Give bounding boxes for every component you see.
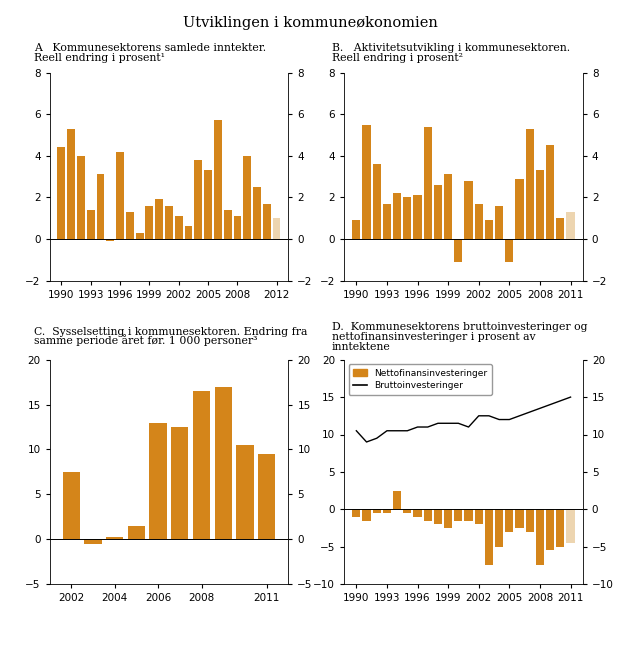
Bar bbox=[454, 239, 463, 262]
Bar bbox=[383, 203, 391, 239]
Bar bbox=[475, 510, 483, 524]
Bar bbox=[454, 510, 463, 521]
Bar bbox=[556, 510, 564, 546]
Bar bbox=[403, 510, 412, 513]
Bar bbox=[352, 220, 360, 239]
Text: A   Kommunesektorens samlede inntekter.: A Kommunesektorens samlede inntekter. bbox=[34, 43, 266, 53]
Text: B.   Aktivitetsutvikling i kommunesektoren.: B. Aktivitetsutvikling i kommunesektoren… bbox=[332, 43, 570, 53]
Bar bbox=[128, 526, 145, 539]
Text: inntektene: inntektene bbox=[332, 342, 391, 352]
Bar bbox=[373, 510, 381, 513]
Bar bbox=[515, 179, 524, 239]
Bar bbox=[236, 445, 254, 539]
Bar bbox=[475, 203, 483, 239]
Bar bbox=[243, 156, 251, 239]
Text: samme periode året før. 1 000 personer³: samme periode året før. 1 000 personer³ bbox=[34, 335, 257, 346]
Bar bbox=[546, 510, 554, 550]
Bar bbox=[107, 239, 114, 241]
Bar bbox=[393, 193, 401, 239]
Bar bbox=[485, 510, 493, 566]
Bar bbox=[116, 152, 124, 239]
Bar bbox=[363, 510, 371, 521]
Bar bbox=[464, 510, 472, 521]
Bar bbox=[373, 164, 381, 239]
Bar bbox=[485, 220, 493, 239]
Bar bbox=[383, 510, 391, 513]
Bar bbox=[155, 199, 163, 239]
Bar bbox=[414, 510, 422, 517]
Bar bbox=[546, 145, 554, 239]
Bar bbox=[193, 391, 210, 539]
Bar bbox=[63, 472, 80, 539]
Bar bbox=[526, 129, 534, 239]
Bar bbox=[253, 187, 261, 239]
Bar bbox=[258, 454, 275, 539]
Bar bbox=[403, 197, 412, 239]
Bar bbox=[556, 218, 564, 239]
Legend: Nettofinansinvesteringer, Bruttoinvesteringer: Nettofinansinvesteringer, Bruttoinvester… bbox=[348, 364, 492, 395]
Bar bbox=[106, 537, 123, 539]
Bar bbox=[434, 510, 442, 524]
Bar bbox=[515, 510, 524, 528]
Bar bbox=[434, 185, 442, 239]
Bar bbox=[352, 510, 360, 517]
Bar bbox=[414, 195, 422, 239]
Text: Reell endring i prosent¹: Reell endring i prosent¹ bbox=[34, 53, 165, 63]
Bar bbox=[126, 212, 134, 239]
Bar bbox=[423, 127, 432, 239]
Bar bbox=[505, 510, 513, 532]
Bar bbox=[234, 216, 241, 239]
Bar bbox=[97, 174, 104, 239]
Bar bbox=[175, 216, 183, 239]
Text: nettofinansinvesteringer i prosent av: nettofinansinvesteringer i prosent av bbox=[332, 332, 535, 342]
Bar bbox=[444, 174, 452, 239]
Bar bbox=[363, 125, 371, 239]
Bar bbox=[536, 170, 544, 239]
Bar bbox=[224, 210, 231, 239]
Bar bbox=[567, 510, 575, 543]
Text: Reell endring i prosent²: Reell endring i prosent² bbox=[332, 53, 463, 63]
Bar bbox=[204, 170, 212, 239]
Bar bbox=[195, 160, 202, 239]
Bar bbox=[215, 387, 232, 539]
Bar bbox=[67, 129, 75, 239]
Bar bbox=[423, 510, 432, 521]
Bar bbox=[58, 147, 65, 239]
Bar bbox=[464, 181, 472, 239]
Text: C.  Sysselsetting i kommunesektoren. Endring fra: C. Sysselsetting i kommunesektoren. Endr… bbox=[34, 327, 308, 337]
Bar bbox=[495, 510, 503, 546]
Text: Utviklingen i kommuneøkonomien: Utviklingen i kommuneøkonomien bbox=[182, 16, 438, 30]
Bar bbox=[526, 510, 534, 532]
Bar bbox=[185, 226, 192, 239]
Bar bbox=[263, 203, 271, 239]
Bar bbox=[536, 510, 544, 566]
Bar bbox=[77, 156, 85, 239]
Bar bbox=[149, 422, 167, 539]
Bar bbox=[273, 218, 280, 239]
Bar bbox=[495, 206, 503, 239]
Bar bbox=[214, 120, 222, 239]
Bar bbox=[505, 239, 513, 262]
Bar bbox=[146, 206, 153, 239]
Bar bbox=[171, 427, 188, 539]
Bar bbox=[84, 539, 102, 544]
Bar bbox=[444, 510, 452, 528]
Bar bbox=[165, 206, 173, 239]
Text: D.  Kommunesektorens bruttoinvesteringer og: D. Kommunesektorens bruttoinvesteringer … bbox=[332, 322, 587, 332]
Bar bbox=[393, 490, 401, 510]
Bar bbox=[87, 210, 95, 239]
Bar bbox=[136, 233, 143, 239]
Bar bbox=[567, 212, 575, 239]
